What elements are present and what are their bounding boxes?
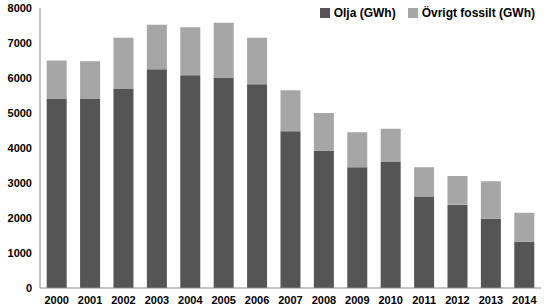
html-text:Övrigt fossilt (GWh): Övrigt fossilt (GWh) — [421, 6, 535, 20]
svg-text:3000: 3000 — [8, 177, 32, 189]
svg-text:0: 0 — [26, 282, 32, 294]
svg-text:2012: 2012 — [445, 294, 469, 306]
svg-text:2004: 2004 — [178, 294, 203, 306]
svg-text:2008: 2008 — [312, 294, 336, 306]
html-text:Olja (GWh): Olja (GWh) — [333, 6, 396, 20]
svg-text:2013: 2013 — [479, 294, 503, 306]
svg-text:2010: 2010 — [378, 294, 402, 306]
svg-text:2002: 2002 — [111, 294, 135, 306]
svg-text:4000: 4000 — [8, 142, 32, 154]
svg-text:2006: 2006 — [245, 294, 269, 306]
svg-text:2007: 2007 — [278, 294, 302, 306]
svg-text:2000: 2000 — [44, 294, 68, 306]
svg-text:5000: 5000 — [8, 107, 32, 119]
svg-text:2009: 2009 — [345, 294, 369, 306]
svg-text:2001: 2001 — [78, 294, 102, 306]
svg-text:2011: 2011 — [412, 294, 436, 306]
svg-text:2003: 2003 — [145, 294, 169, 306]
svg-text:8000: 8000 — [8, 2, 32, 14]
svg-text:1000: 1000 — [8, 247, 32, 259]
svg-text:6000: 6000 — [8, 72, 32, 84]
svg-text:2000: 2000 — [8, 212, 32, 224]
svg-text:2014: 2014 — [512, 294, 537, 306]
svg-text:2005: 2005 — [211, 294, 235, 306]
svg-text:7000: 7000 — [8, 37, 32, 49]
